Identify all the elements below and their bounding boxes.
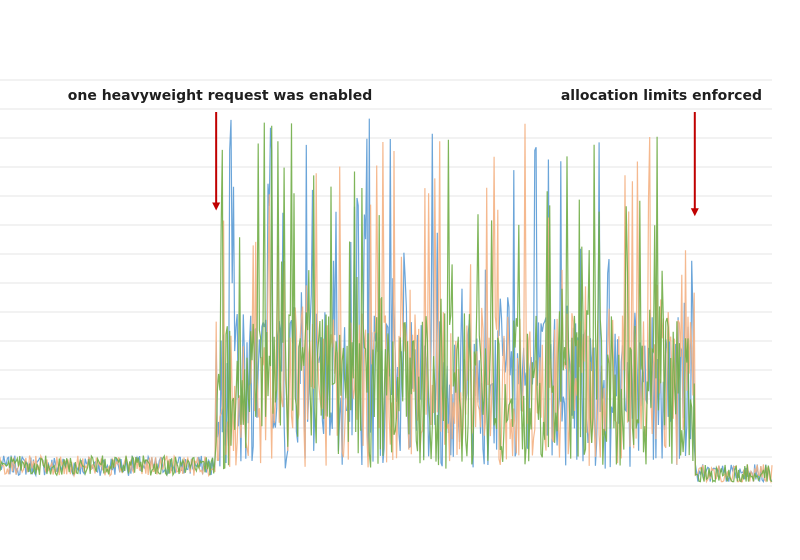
annotation-allocation-limits-arrowhead [690,208,699,217]
series-lines [0,118,773,484]
annotation-heavyweight-request-arrowhead [212,202,221,211]
series-line-3 [0,122,773,483]
annotation-allocation-limits-label: allocation limits enforced [561,88,762,104]
annotation-heavyweight-request-label: one heavyweight request was enabled [68,88,373,104]
annotations: one heavyweight request was enabled allo… [68,88,762,217]
